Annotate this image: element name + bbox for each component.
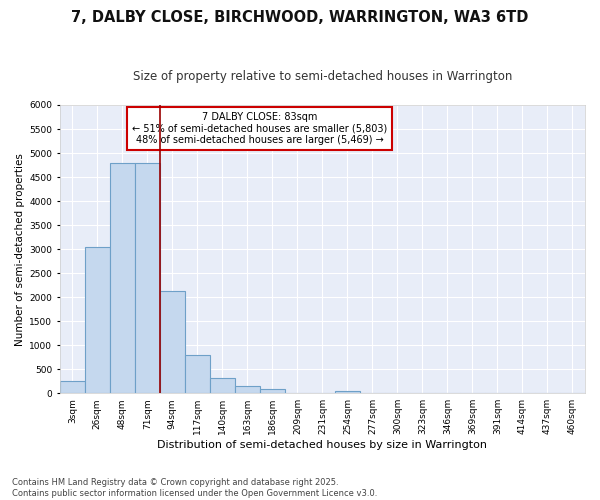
Text: 7, DALBY CLOSE, BIRCHWOOD, WARRINGTON, WA3 6TD: 7, DALBY CLOSE, BIRCHWOOD, WARRINGTON, W… [71, 10, 529, 25]
Y-axis label: Number of semi-detached properties: Number of semi-detached properties [15, 152, 25, 346]
Bar [110, 162, 135, 393]
Bar [85, 246, 110, 393]
Text: 7 DALBY CLOSE: 83sqm
← 51% of semi-detached houses are smaller (5,803)
48% of se: 7 DALBY CLOSE: 83sqm ← 51% of semi-detac… [132, 112, 387, 146]
Bar [135, 162, 160, 393]
Bar [160, 292, 185, 393]
Bar [60, 381, 85, 393]
Bar [210, 378, 235, 393]
Bar [260, 390, 285, 393]
X-axis label: Distribution of semi-detached houses by size in Warrington: Distribution of semi-detached houses by … [157, 440, 487, 450]
Bar [235, 386, 260, 393]
Bar [335, 391, 360, 393]
Title: Size of property relative to semi-detached houses in Warrington: Size of property relative to semi-detach… [133, 70, 512, 83]
Text: Contains HM Land Registry data © Crown copyright and database right 2025.
Contai: Contains HM Land Registry data © Crown c… [12, 478, 377, 498]
Bar [185, 355, 210, 393]
